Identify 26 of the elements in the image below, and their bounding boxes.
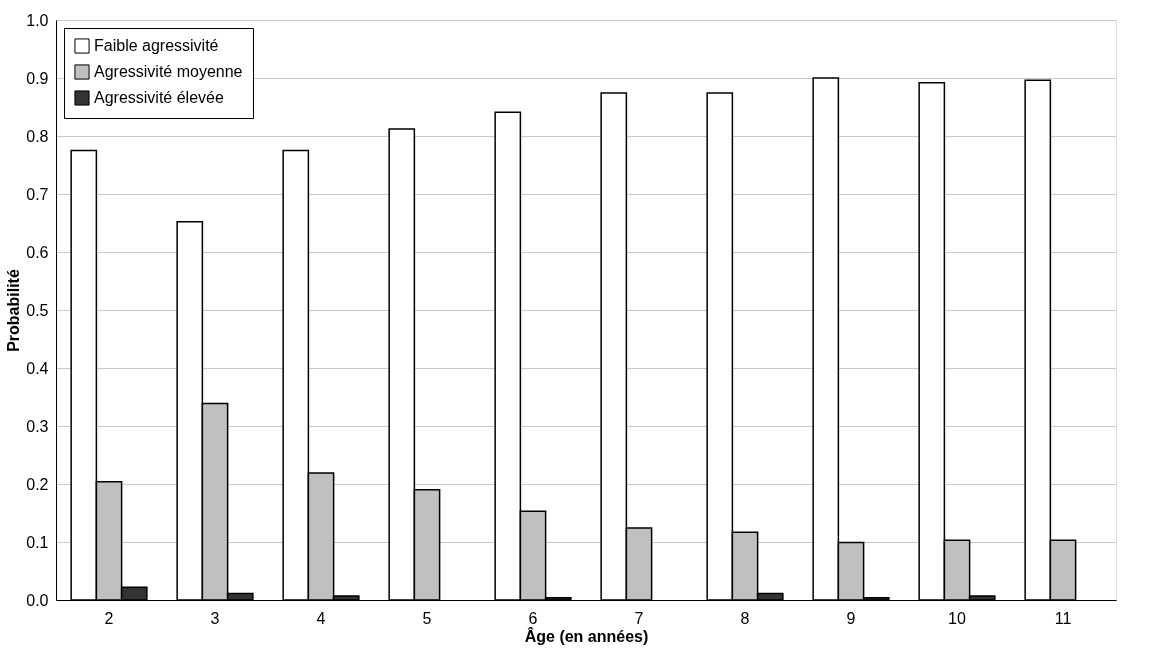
y-tick-label: 0.4 bbox=[26, 359, 49, 377]
y-axis-title: Probabilité bbox=[5, 269, 23, 352]
x-tick-label: 9 bbox=[846, 609, 856, 627]
y-tick-label: 0.9 bbox=[26, 69, 49, 87]
y-tick-label: 0.0 bbox=[26, 591, 49, 609]
y-tick-label: 0.5 bbox=[26, 301, 49, 319]
y-tick-label: 0.1 bbox=[26, 533, 49, 551]
x-tick-label: 2 bbox=[104, 609, 114, 627]
legend-label: Agressivité élevée bbox=[94, 89, 224, 106]
y-tick-label: 1.0 bbox=[26, 11, 49, 29]
x-tick-label: 5 bbox=[422, 609, 432, 627]
y-tick-label: 0.8 bbox=[26, 127, 49, 145]
x-tick-label: 11 bbox=[1054, 609, 1072, 627]
legend-label: Agressivité moyenne bbox=[94, 63, 243, 80]
y-tick-label: 0.7 bbox=[26, 185, 49, 203]
y-tick-label: 0.6 bbox=[26, 243, 49, 261]
x-tick-label: 3 bbox=[210, 609, 220, 627]
x-tick-label: 8 bbox=[740, 609, 750, 627]
x-tick-label: 6 bbox=[528, 609, 538, 627]
x-tick-label: 4 bbox=[316, 609, 326, 627]
y-tick-label: 0.2 bbox=[26, 475, 49, 493]
x-axis-title: Âge (en années) bbox=[524, 626, 649, 645]
x-tick-label: 10 bbox=[948, 609, 966, 627]
x-tick-label: 7 bbox=[634, 609, 644, 627]
legend-label: Faible agressivité bbox=[94, 37, 219, 54]
y-tick-label: 0.3 bbox=[26, 417, 49, 435]
